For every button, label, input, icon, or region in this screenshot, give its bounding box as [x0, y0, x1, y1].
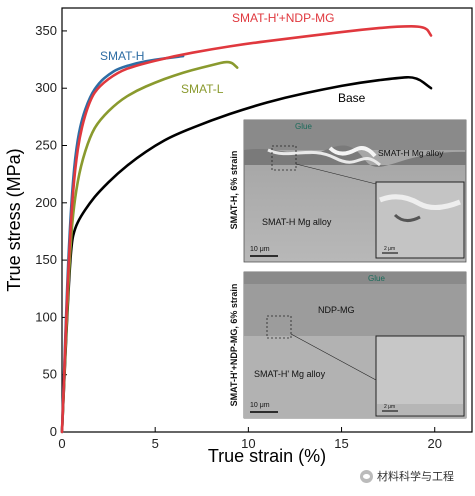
y-tick-label: 0 [50, 424, 57, 439]
inset1-substrate-label: SMAT-H Mg alloy [262, 217, 332, 227]
inset1-roi-box [271, 145, 297, 171]
inset1-top-layer-label: SMAT-H Mg alloy [378, 148, 444, 158]
series-line-smat-h-ndp-mg [60, 25, 433, 434]
x-tick-label: 0 [58, 436, 65, 451]
sem-inset-smat-h-ndp-mg: Glue NDP-MG SMAT-H' Mg alloy 2 μm 10 μm … [229, 271, 467, 419]
inset2-side-label: SMAT-H'+NDP-MG, 6% strain [229, 284, 239, 407]
y-tick-label: 100 [35, 309, 57, 324]
wechat-icon [360, 469, 373, 483]
x-axis-title: True strain (%) [208, 446, 326, 466]
inset2-substrate-label: SMAT-H' Mg alloy [254, 369, 326, 379]
series-label-smat-h-ndp-mg: SMAT-H'+NDP-MG [232, 11, 334, 25]
inset1-zoom-scale-label: 2 μm [384, 246, 395, 252]
series-label-smat-h: SMAT-H [100, 49, 144, 63]
inset2-zoom-scale-label: 2 μm [384, 404, 395, 410]
inset1-scale-label: 10 μm [250, 246, 270, 253]
y-tick-label: 350 [35, 23, 57, 38]
series-lines [60, 25, 433, 434]
y-tick-label: 150 [35, 252, 57, 267]
inset2-coating-label: NDP-MG [318, 305, 355, 315]
y-tick-label: 200 [35, 195, 57, 210]
inset2-scale-label: 10 μm [250, 402, 270, 409]
y-tick-label: 250 [35, 138, 57, 153]
x-tick-label: 15 [334, 436, 348, 451]
watermark-text: 材料科学与工程 [377, 470, 454, 483]
y-axis-title: True stress (MPa) [4, 148, 24, 291]
inset2-glue-label: Glue [368, 274, 385, 283]
x-tick-label: 20 [427, 436, 441, 451]
y-tick-label: 300 [35, 80, 57, 95]
series-label-base: Base [338, 91, 366, 105]
series-line-smat-l [60, 60, 239, 434]
series-label-smat-l: SMAT-L [181, 82, 224, 96]
x-tick-label: 5 [152, 436, 159, 451]
inset2-zoom-panel [375, 335, 465, 417]
inset1-side-label: SMAT-H, 6% strain [229, 151, 239, 230]
inset2-roi-box [266, 315, 292, 339]
series-line-base [60, 75, 433, 434]
inset1-glue-label: Glue [295, 122, 312, 131]
x-tick-label: 10 [241, 436, 255, 451]
watermark: 材料科学与工程 [360, 468, 454, 484]
sem-inset-smat-h: Glue SMAT-H Mg alloy SMAT-H Mg alloy 2 μ… [229, 119, 467, 263]
plot-frame [61, 7, 473, 433]
y-tick-label: 50 [43, 367, 57, 382]
axis-ticks [61, 30, 436, 433]
series-line-smat-h [60, 54, 185, 434]
